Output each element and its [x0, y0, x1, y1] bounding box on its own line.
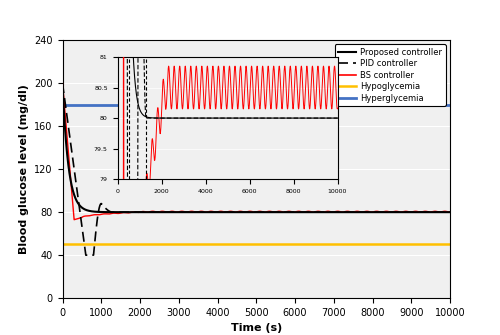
Y-axis label: Blood glucose level (mg/dl): Blood glucose level (mg/dl) [18, 84, 28, 254]
X-axis label: Time (s): Time (s) [230, 323, 282, 333]
Legend: Proposed controller, PID controller, BS controller, Hypoglycemia, Hyperglycemia: Proposed controller, PID controller, BS … [334, 44, 446, 106]
